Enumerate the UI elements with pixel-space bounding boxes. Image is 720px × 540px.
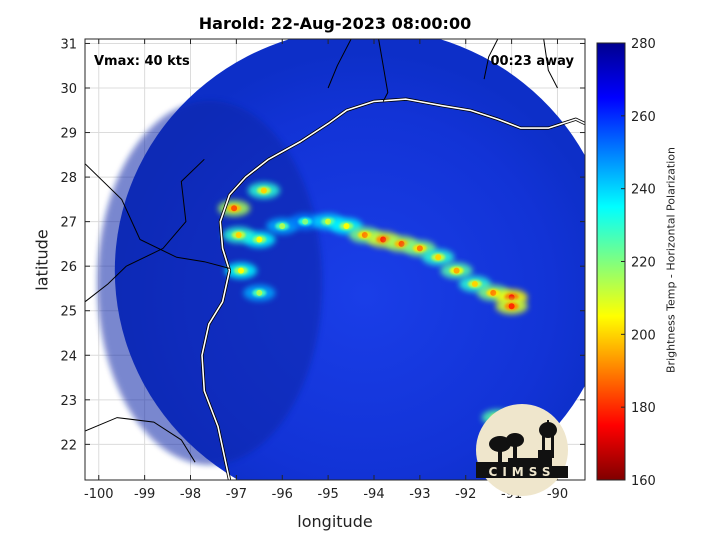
border-line — [85, 417, 196, 463]
y-tick-label: 30 — [60, 82, 77, 97]
feature-core — [453, 267, 460, 274]
feature-core — [237, 267, 244, 274]
feature-core — [361, 232, 368, 238]
feature-core — [279, 223, 286, 230]
time-away-annotation: 00:23 away — [490, 54, 574, 69]
feature-core — [260, 187, 267, 194]
coastline-map — [85, 39, 585, 480]
y-tick-label: 29 — [60, 127, 77, 142]
y-tick-label: 24 — [60, 349, 77, 364]
colorbar-label: Brightness Temp - Horizontal Polarizatio… — [664, 147, 678, 373]
colorbar-tick-label: 180 — [631, 401, 656, 416]
border-line — [543, 39, 558, 89]
feature-core — [325, 218, 332, 225]
feature-core — [416, 245, 423, 252]
x-axis-label: longitude — [297, 512, 373, 531]
y-tick-label: 31 — [60, 37, 77, 52]
feature-core — [398, 240, 405, 247]
y-axis-label: latitude — [32, 229, 52, 291]
x-tick-label: -95 — [318, 487, 339, 502]
colorbar-tick-label: 220 — [631, 256, 656, 271]
x-tick-label: -100 — [84, 487, 114, 502]
x-tick-label: -97 — [226, 487, 247, 502]
y-tick-label: 25 — [60, 305, 77, 320]
border-line — [483, 39, 499, 80]
colorbar-tick-label: 280 — [631, 37, 656, 52]
x-tick-label: -90 — [547, 487, 568, 502]
y-tick-label: 27 — [60, 216, 77, 231]
y-tick-label: 23 — [60, 394, 77, 409]
feature-core — [380, 236, 387, 243]
feature-core — [343, 223, 350, 230]
x-tick-label: -93 — [409, 487, 430, 502]
x-tick-label: -94 — [363, 487, 384, 502]
y-tick-label: 28 — [60, 171, 77, 186]
colorbar-tick-label: 200 — [631, 328, 656, 343]
feature-core — [256, 236, 263, 243]
feature-core — [435, 254, 442, 261]
border-line — [327, 39, 352, 89]
border-line — [378, 39, 389, 102]
chart-title: Harold: 22-Aug-2023 08:00:00 — [198, 14, 472, 33]
svg-text:CIMSS: CIMSS — [489, 465, 556, 479]
land-tint — [97, 100, 323, 465]
x-tick-label: -92 — [455, 487, 476, 502]
feature-core — [490, 289, 497, 296]
x-tick-label: -98 — [180, 487, 201, 502]
plot-frame — [84, 38, 586, 481]
y-tick-label: 22 — [60, 438, 77, 453]
x-tick-label: -99 — [134, 487, 155, 502]
border-line — [85, 163, 230, 269]
coastline — [201, 98, 585, 480]
feature-core — [256, 289, 263, 296]
feature-core — [235, 232, 242, 238]
y-axis-ticks: 22 23 24 25 26 27 28 29 30 31 — [60, 37, 585, 453]
feature-core — [471, 281, 478, 287]
feature-core — [508, 303, 515, 310]
feature-core — [231, 205, 238, 212]
border-line — [85, 158, 205, 303]
colorbar-tick-label: 260 — [631, 110, 656, 125]
colorbar-tick-label: 240 — [631, 183, 656, 198]
cimss-logo: CIMSS — [476, 404, 568, 496]
feature-core — [302, 218, 309, 225]
x-tick-label: -96 — [272, 487, 293, 502]
colorbar — [596, 42, 626, 481]
colorbar-ticks: 160 180 200 220 240 260 280 — [621, 37, 656, 489]
vmax-annotation: Vmax: 40 kts — [94, 54, 190, 69]
colorbar-tick-label: 160 — [631, 474, 656, 489]
y-tick-label: 26 — [60, 260, 77, 275]
